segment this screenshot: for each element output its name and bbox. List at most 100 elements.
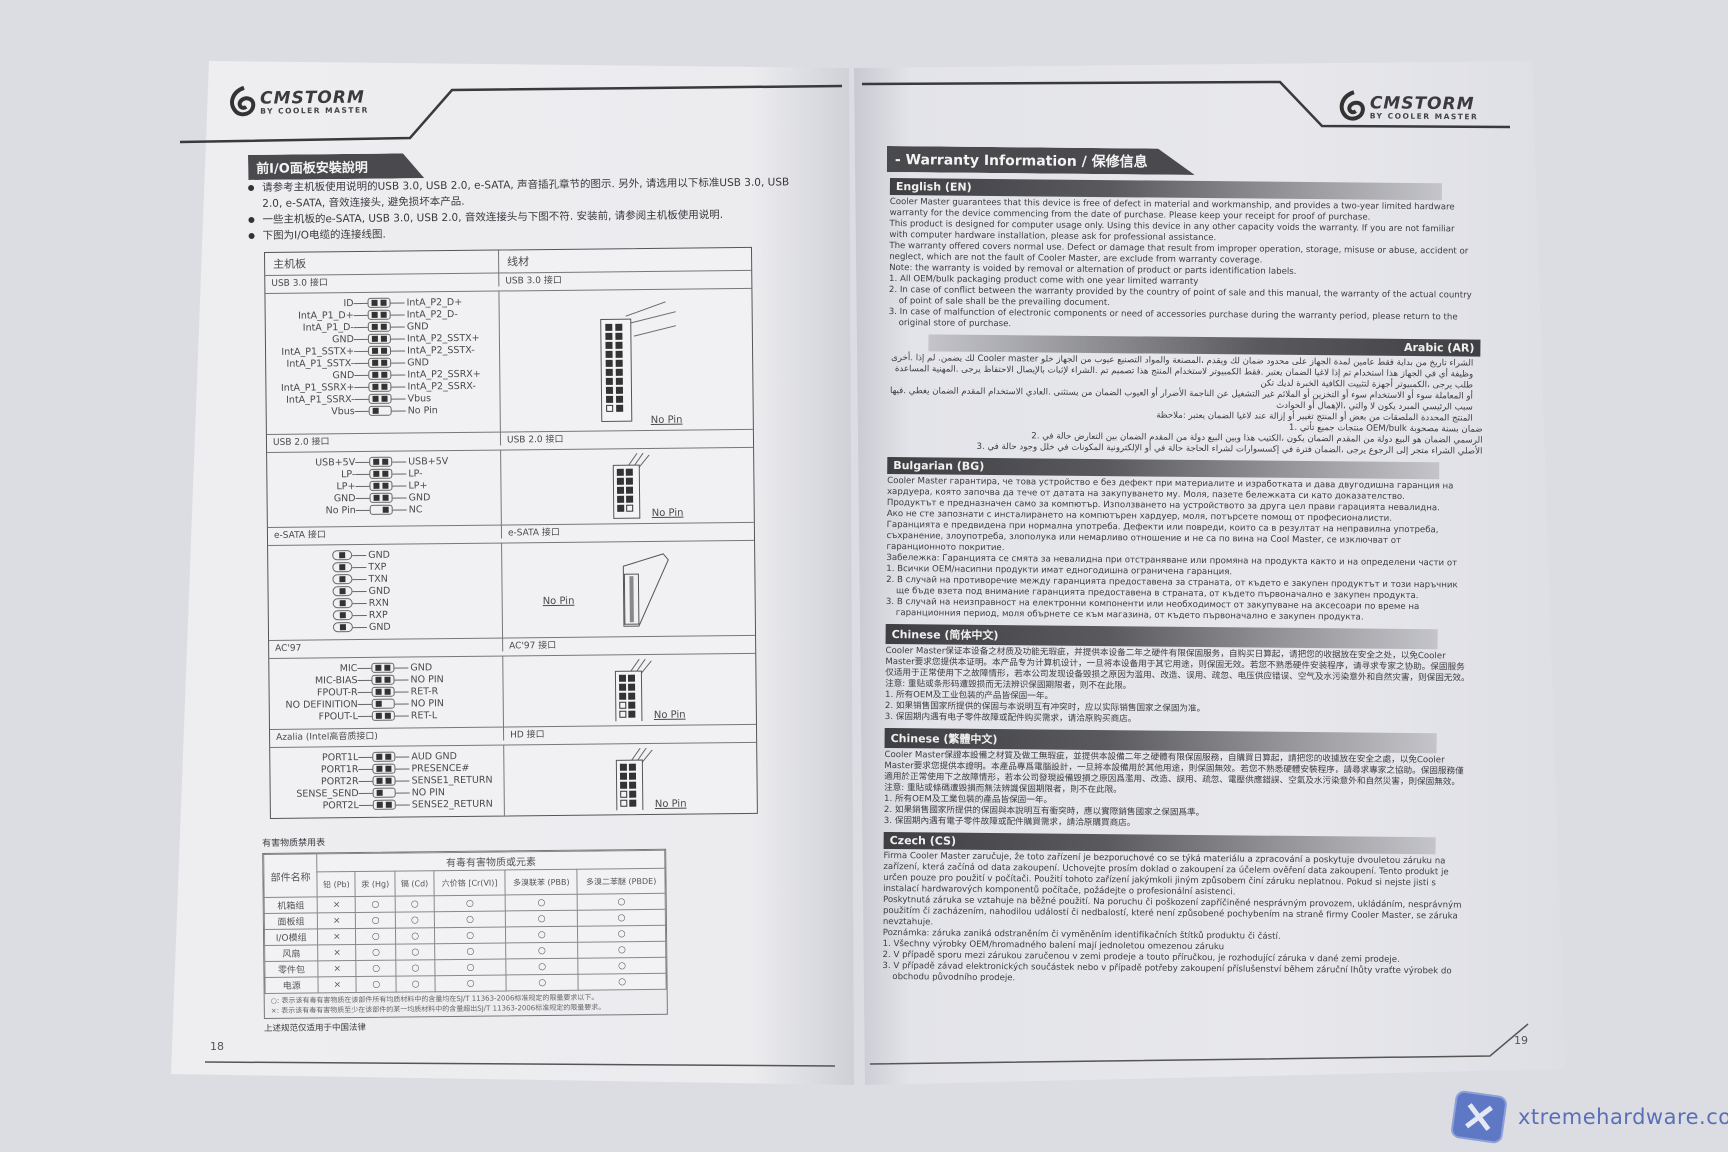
pin-label-left: PORT2R: [320, 775, 359, 787]
pin-header-icon: [332, 598, 353, 609]
pin-label-right: RXP: [368, 609, 388, 621]
pin-label-right: NO PIN: [411, 786, 445, 798]
no-pin-label: No Pin: [654, 798, 687, 810]
pin-line: [353, 314, 368, 316]
hazard-mark: ×: [317, 944, 357, 961]
pin-line: [390, 302, 405, 304]
page-number-right: 19: [1514, 1034, 1528, 1047]
pin-label-left: PORT1R: [320, 763, 359, 775]
pin-header-icon: [372, 775, 396, 786]
substance-header: 汞 (Hg): [355, 871, 396, 897]
pin-icon: [371, 323, 378, 330]
swirl-logo-icon: [1339, 90, 1365, 121]
page-number-left: 18: [210, 1040, 224, 1053]
pin-icon: [339, 576, 346, 583]
pin-label-right: IntA_P2_SSRX-: [407, 380, 476, 393]
pin-icon: [375, 712, 382, 719]
pin-line: [353, 338, 368, 340]
pin-header-icon: [367, 333, 391, 344]
hazard-mark: ○: [505, 926, 578, 943]
pin-line: [395, 780, 410, 782]
pin-label-left: ID: [343, 297, 354, 309]
pin-header-icon: [332, 550, 353, 561]
pin-line: [395, 792, 410, 794]
pin-icon: [385, 777, 392, 784]
watermark-text: xtremehardware.com: [1518, 1105, 1728, 1129]
hazard-mark: ○: [434, 910, 506, 928]
pin-header-icon: [367, 345, 392, 356]
hazard-mark: ○: [395, 895, 435, 913]
pin-label-right: LP-: [408, 467, 423, 480]
hazard-mark: ○: [577, 893, 666, 911]
pin-line: [352, 554, 367, 556]
pin-label-right: IntA_P2_D-: [406, 308, 458, 321]
pin-icon: [339, 552, 346, 559]
pin-header-icon: [332, 574, 353, 585]
language-header: Chinese (繁體中文): [884, 727, 1437, 754]
pin-label-right: LP+: [408, 479, 428, 491]
motherboard-connector-title: e-SATA 接口: [267, 525, 503, 541]
pin-line: [354, 362, 369, 364]
left-header-rule: [179, 84, 843, 144]
pin-header-icon: [369, 456, 393, 467]
warranty-section-2: Arabic (AR) الشراء تاريخ من بداية فقط عام…: [887, 334, 1483, 458]
pin-icon: [385, 701, 391, 707]
pin-icon: [339, 624, 346, 631]
logo-sub: BY COOLER MASTER: [1369, 110, 1479, 121]
pin-line: [395, 756, 410, 758]
pin-icon: [381, 347, 388, 354]
pin-label-left: MIC-BIAS: [314, 674, 358, 686]
hazard-mark: ○: [395, 943, 435, 961]
pin-label-right: AUD GND: [411, 750, 457, 762]
hazard-mark: ○: [434, 926, 506, 944]
warranty-section-6: Czech (CS) Firma Cooler Master zaručuje, …: [882, 831, 1473, 989]
pin-icon: [380, 335, 387, 342]
hazard-mark: ○: [577, 941, 666, 959]
pin-icon: [382, 494, 389, 501]
pin-line: [394, 715, 409, 717]
pin-label-left: LP+: [336, 480, 356, 492]
pin-label-left: FPOUT-L: [318, 710, 358, 722]
pin-line: [358, 804, 373, 806]
io-pinout-table: 主机板 线材 USB 3.0 接口 USB 3.0 接口 ID IntA_P2_D+ I…: [264, 246, 758, 819]
hazard-mark: ○: [434, 894, 506, 912]
section-body-row: PORT1L AUD GND PORT1R PRESENCE# PORT2R SENSE1…: [270, 743, 757, 818]
right-footer-rule: [869, 1023, 1529, 1065]
pin-icon: [375, 688, 382, 695]
pin-line: [358, 780, 373, 782]
pin-row: GND: [269, 620, 502, 634]
pin-line: [352, 590, 367, 592]
pin-line: [390, 314, 405, 316]
pin-line: [392, 509, 407, 511]
hazard-mark: ○: [355, 928, 396, 945]
pin-icon: [381, 395, 388, 402]
section-body: الشراء تاريخ من بداية فقط عامين لمدة الج…: [887, 353, 1483, 458]
pin-line: [355, 509, 370, 511]
pin-icon: [371, 311, 378, 318]
pin-line: [352, 578, 367, 580]
section-title-banner: 前I/O面板安裝說明: [248, 153, 424, 180]
pin-header-icon: [371, 686, 395, 697]
pin-line: [357, 667, 372, 669]
pin-icon: [372, 407, 379, 414]
hazard-mark: ×: [318, 960, 357, 977]
pin-label-left: [268, 567, 318, 568]
hazard-mark: ○: [356, 944, 396, 961]
pin-label-left: [268, 579, 318, 580]
pinout-diagram: GND TXP TXN GND RXN RXP GND: [268, 543, 504, 640]
pin-line: [354, 410, 369, 412]
substance-header: 六价铬 [Cr(VI)]: [433, 869, 506, 896]
hazard-mark: ×: [317, 896, 356, 913]
pin-label-right: GND: [368, 549, 391, 561]
pin-label-left: FPOUT-R: [316, 686, 358, 698]
pin-icon: [373, 458, 380, 465]
pin-label-left: IntA_P1_D-: [302, 321, 354, 334]
pin-icon: [382, 470, 389, 477]
pin-label-left: PORT2L: [322, 799, 359, 811]
pin-row: No Pin NC: [268, 503, 501, 517]
paragraph: الشراء تاريخ من بداية فقط عامين لمدة الج…: [891, 353, 1474, 391]
pin-line: [355, 461, 370, 463]
pin-icon: [373, 470, 380, 477]
pin-line: [352, 602, 367, 604]
pin-icon: [375, 664, 382, 671]
